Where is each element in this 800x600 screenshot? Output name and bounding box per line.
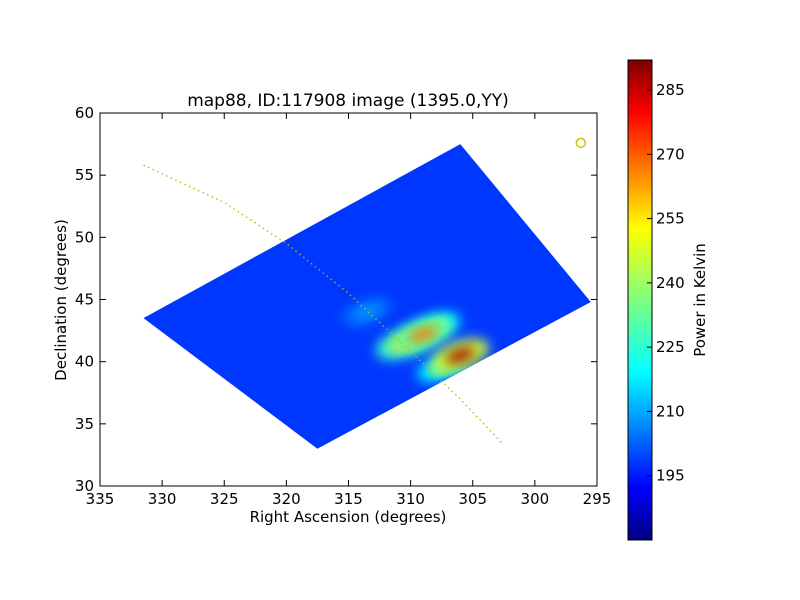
plot-area	[99, 112, 598, 487]
colorbar-tick-label: 240	[656, 274, 685, 292]
chart-title: map88, ID:117908 image (1395.0,YY)	[187, 91, 509, 111]
heatmap-hotspot	[407, 326, 439, 343]
y-axis: 30 35 40 45 50 55 60	[75, 104, 597, 495]
x-tick-label: 305	[458, 490, 487, 508]
y-tick-label: 55	[75, 166, 94, 184]
y-tick-label: 40	[75, 353, 94, 371]
colorbar-ticks: 195 210 225 240 255 270 285	[647, 81, 685, 485]
x-tick-label: 320	[272, 490, 301, 508]
colorbar-label: Power in Kelvin	[691, 243, 709, 357]
x-tick-label: 315	[334, 490, 363, 508]
x-axis-label: Right Ascension (degrees)	[250, 508, 447, 526]
colorbar-tick-label: 225	[656, 338, 685, 356]
x-tick-label: 335	[86, 490, 115, 508]
y-tick-label: 45	[75, 291, 94, 309]
colorbar-tick-label: 255	[656, 210, 685, 228]
marker-layer	[575, 137, 587, 149]
x-tick-label: 295	[583, 490, 612, 508]
colorbar-tick-label: 195	[656, 467, 685, 485]
x-axis: 335 330 325 320 315 310 305 300 295	[86, 113, 612, 508]
colorbar-tick-label: 285	[656, 81, 685, 99]
colorbar-gradient	[628, 60, 652, 540]
x-tick-label: 300	[521, 490, 550, 508]
y-tick-label: 30	[75, 477, 94, 495]
y-axis-label: Declination (degrees)	[52, 219, 70, 381]
y-tick-label: 50	[75, 228, 94, 246]
heatmap-hotspot	[445, 347, 476, 364]
x-tick-label: 330	[148, 490, 177, 508]
colorbar-tick-label: 270	[656, 145, 685, 163]
y-tick-label: 35	[75, 415, 94, 433]
heatmap-hotspot	[355, 305, 379, 319]
colorbar-frame	[627, 59, 653, 541]
colorbar: 195 210 225 240 255 270 285 Power in Kelvin	[627, 59, 709, 541]
x-tick-label: 310	[396, 490, 425, 508]
x-tick-label: 325	[210, 490, 239, 508]
marker-circle	[575, 137, 587, 149]
y-tick-label: 60	[75, 104, 94, 122]
colorbar-tick-label: 210	[656, 402, 685, 420]
